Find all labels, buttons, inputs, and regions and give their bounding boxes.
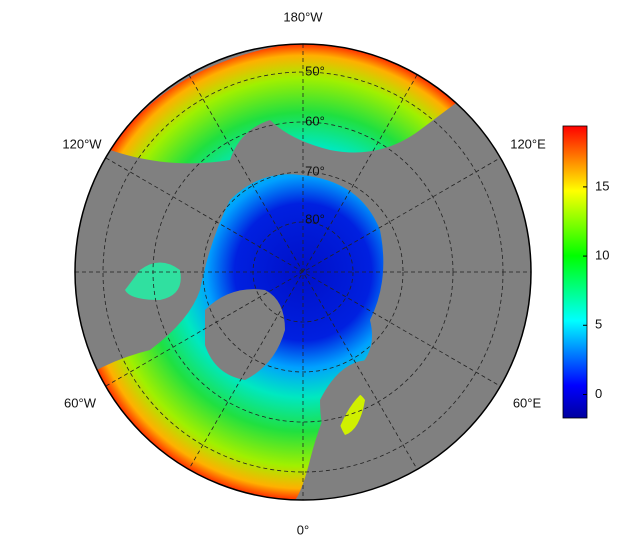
colorbar-tick-label: 0 bbox=[595, 386, 602, 401]
lat-label: 80° bbox=[305, 211, 325, 226]
map-border bbox=[74, 43, 532, 501]
colorbar-tick-label: 5 bbox=[595, 317, 602, 332]
lat-label: 70° bbox=[305, 163, 325, 178]
lon-label: 120°W bbox=[62, 136, 102, 151]
lon-label: 120°E bbox=[510, 136, 546, 151]
scandinavia bbox=[320, 360, 374, 440]
colorbar-tick-label: 10 bbox=[595, 248, 609, 263]
greenland bbox=[205, 289, 285, 380]
pacific bbox=[110, 44, 460, 164]
lon-label: 60°E bbox=[513, 395, 542, 410]
lon-label: 60°W bbox=[64, 395, 97, 410]
lon-label: 180°W bbox=[283, 9, 323, 24]
graticule bbox=[75, 44, 531, 500]
colorbar-fill bbox=[562, 125, 588, 419]
lat-label: 50° bbox=[305, 63, 325, 78]
colorbar-tick-label: 15 bbox=[595, 178, 609, 193]
lat-label: 60° bbox=[305, 113, 325, 128]
colorbar: 0 5 10 15 bbox=[562, 125, 609, 419]
lon-label: 0° bbox=[297, 522, 309, 537]
